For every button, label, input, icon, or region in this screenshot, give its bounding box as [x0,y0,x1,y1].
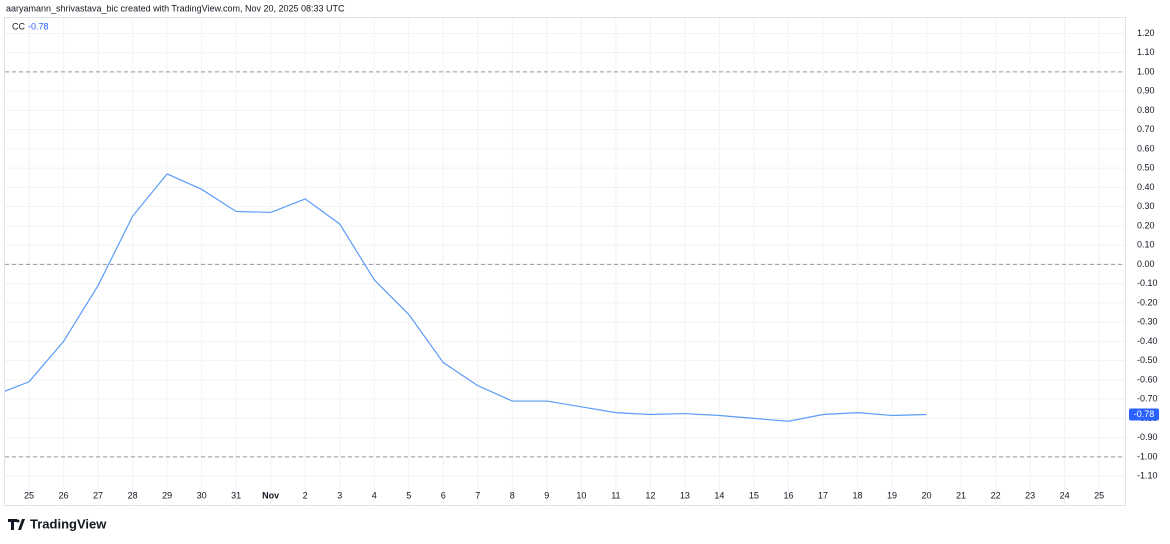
y-tick-label: 0.50 [1137,163,1155,173]
x-tick-label: 26 [59,490,69,500]
x-tick-label: 6 [441,490,446,500]
x-tick-label: 16 [783,490,793,500]
y-tick-label: -0.60 [1137,374,1158,384]
x-tick-label: 21 [956,490,966,500]
header: aaryamann_shrivastava_bic created with T… [6,3,345,13]
x-tick-label: 4 [372,490,377,500]
y-tick-label: 0.00 [1137,259,1155,269]
y-tick-label: 0.10 [1137,240,1155,250]
plot-frame [4,17,1126,506]
last-value-label: -0.78 [1134,409,1155,419]
legend-value: -0.78 [28,21,49,31]
y-tick-label: -0.40 [1137,336,1158,346]
y-tick-label: -0.30 [1137,317,1158,327]
x-tick-label: 17 [818,490,828,500]
x-tick-label: 7 [475,490,480,500]
last-value-badge [1129,408,1159,421]
x-tick-label: 13 [680,490,690,500]
y-tick-label: -1.00 [1137,451,1158,461]
x-tick-label: 18 [852,490,862,500]
x-tick-label: 15 [749,490,759,500]
y-tick-label: 0.60 [1137,143,1155,153]
x-tick-label: 10 [576,490,586,500]
y-tick-label: -0.70 [1137,394,1158,404]
footer-brand: TradingView [30,516,107,531]
y-tick-label: 0.90 [1137,86,1155,96]
x-tick-label: 8 [510,490,515,500]
y-tick-label: 1.10 [1137,47,1155,57]
x-tick-label: 24 [1060,490,1070,500]
y-tick-label: 1.00 [1137,66,1155,76]
y-tick-label: -0.90 [1137,432,1158,442]
x-tick-label: Nov [262,490,279,500]
x-tick-label: 31 [231,490,241,500]
x-tick-label: 27 [93,490,103,500]
line-series [5,173,927,422]
x-tick-label: 20 [922,490,932,500]
x-tick-label: 12 [645,490,655,500]
y-tick-label: 0.80 [1137,105,1155,115]
y-tick-label: 0.40 [1137,182,1155,192]
legend-name: CC [12,21,25,31]
x-tick-label: 5 [406,490,411,500]
y-tick-label: -1.10 [1137,471,1158,481]
y-tick-label: 0.30 [1137,201,1155,211]
y-tick-label: 1.20 [1137,28,1155,38]
y-tick-label: 0.20 [1137,220,1155,230]
x-tick-label: 30 [197,490,207,500]
y-tick-label: 0.70 [1137,124,1155,134]
x-tick-label: 11 [611,490,620,500]
y-tick-label: -0.50 [1137,355,1158,365]
x-tick-label: 2 [303,490,308,500]
x-tick-label: 14 [714,490,724,500]
x-tick-label: 25 [24,490,34,500]
x-tick-label: 9 [544,490,549,500]
x-tick-label: 28 [128,490,138,500]
x-tick-label: 29 [162,490,172,500]
y-tick-label: -0.10 [1137,278,1158,288]
y-tick-label: -0.20 [1137,297,1158,307]
x-tick-label: 25 [1094,490,1104,500]
x-tick-label: 22 [991,490,1001,500]
logo [8,519,25,530]
x-tick-label: 23 [1025,490,1035,500]
x-tick-label: 3 [337,490,342,500]
x-tick-label: 19 [887,490,897,500]
